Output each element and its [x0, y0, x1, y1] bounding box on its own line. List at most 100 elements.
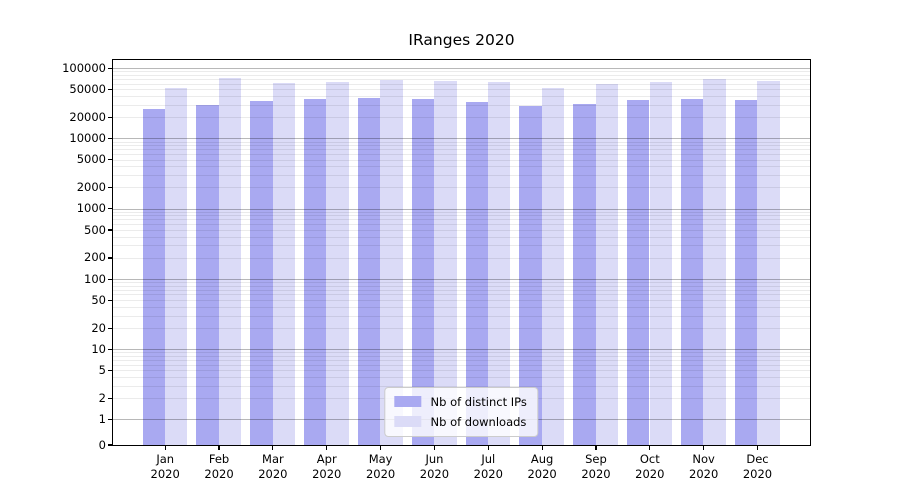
- y-tick-label: 20: [91, 320, 106, 335]
- legend-label-distinct-ips: Nb of distinct IPs: [430, 394, 527, 409]
- gridline-minor: [112, 215, 810, 217]
- chart-title: IRanges 2020: [408, 31, 515, 49]
- gridline-major: [112, 68, 810, 70]
- legend-item-downloads: Nb of downloads: [394, 414, 527, 429]
- gridline-minor: [112, 355, 810, 357]
- bar-downloads-nov: [703, 78, 726, 445]
- bar-distinct-ips-dec: [734, 100, 758, 445]
- y-tick-label: 2000: [76, 180, 106, 195]
- y-tick-label: 0: [98, 437, 106, 452]
- legend-swatch-distinct-ips: [394, 396, 422, 408]
- y-tick-label: 10: [91, 341, 106, 356]
- y-tick-label: 1000: [76, 201, 106, 216]
- y-tick-label: 100: [84, 271, 106, 286]
- bar-downloads-jun: [434, 80, 457, 445]
- x-tick-label-aug: Aug 2020: [527, 452, 557, 481]
- gridline-minor: [112, 224, 810, 226]
- gridline-minor: [112, 149, 810, 151]
- gridline-minor: [112, 315, 810, 317]
- gridline-minor: [112, 211, 810, 213]
- bar-distinct-ips-sep: [573, 103, 596, 445]
- gridline-minor: [112, 166, 810, 168]
- gridline-minor: [112, 306, 810, 308]
- plot-area: Nb of distinct IPs Nb of downloads: [111, 58, 811, 446]
- gridline-minor: [112, 159, 810, 161]
- gridline-minor: [112, 187, 810, 189]
- bar-distinct-ips-nov: [680, 98, 704, 445]
- y-tick-label: 50000: [69, 82, 106, 97]
- gridline-minor: [112, 285, 810, 287]
- gridline-minor: [112, 294, 810, 296]
- legend-swatch-downloads: [394, 416, 422, 428]
- y-tick-label: 1: [98, 412, 106, 426]
- gridline-minor: [112, 96, 810, 98]
- gridline-minor: [112, 219, 810, 221]
- legend-label-downloads: Nb of downloads: [430, 414, 527, 429]
- bar-downloads-jul: [487, 81, 511, 445]
- gridline-minor: [112, 83, 810, 85]
- gridline-minor: [112, 153, 810, 155]
- gridline-minor: [112, 79, 810, 81]
- gridline-minor: [112, 352, 810, 354]
- x-tick-label-mar: Mar 2020: [258, 452, 288, 481]
- y-tick-label: 2: [98, 390, 106, 405]
- bar-downloads-may: [380, 79, 403, 445]
- y-tick-label: 50: [91, 292, 106, 307]
- bar-downloads-jan: [164, 88, 188, 445]
- gridline-minor: [112, 364, 810, 366]
- x-tick-label-apr: Apr 2020: [312, 452, 342, 481]
- y-tick-label: 20000: [69, 110, 106, 125]
- gridline-minor: [112, 370, 810, 372]
- bar-downloads-apr: [326, 81, 349, 445]
- legend-item-distinct-ips: Nb of distinct IPs: [394, 394, 527, 409]
- gridline-minor: [112, 229, 810, 231]
- y-tick-label: 500: [84, 222, 106, 237]
- gridline-minor: [112, 299, 810, 301]
- gridline-major: [112, 349, 810, 350]
- x-tick-label-dec: Dec 2020: [742, 452, 773, 481]
- bar-downloads-mar: [272, 83, 295, 445]
- gridline-minor: [112, 245, 810, 247]
- bar-downloads-aug: [541, 87, 565, 445]
- x-tick-label-may: May 2020: [365, 452, 396, 481]
- y-tick-label: 100000: [62, 61, 106, 75]
- x-tick-label-jul: Jul 2020: [473, 452, 503, 481]
- bar-downloads-oct: [649, 81, 672, 445]
- gridline-major: [112, 278, 810, 280]
- bar-distinct-ips-mar: [250, 100, 273, 445]
- gridline-minor: [112, 71, 810, 73]
- bar-distinct-ips-oct: [627, 100, 650, 445]
- x-tick-label-nov: Nov 2020: [689, 452, 719, 481]
- gridline-minor: [112, 257, 810, 259]
- gridline-minor: [112, 89, 810, 91]
- gridline-minor: [112, 117, 810, 119]
- bar-distinct-ips-aug: [519, 105, 542, 445]
- legend: Nb of distinct IPs Nb of downloads: [384, 386, 538, 437]
- gridline-minor: [112, 327, 810, 329]
- bar-distinct-ips-jun: [411, 98, 435, 445]
- gridline-minor: [112, 282, 810, 283]
- bar-distinct-ips-may: [357, 97, 381, 445]
- y-tick-label: 10000: [69, 131, 106, 146]
- y-tick-label: 5: [98, 362, 106, 377]
- y-tick-label: 5000: [76, 152, 106, 167]
- x-tick-label-sep: Sep 2020: [581, 452, 611, 481]
- gridline-minor: [112, 236, 810, 238]
- gridline-major: [112, 208, 810, 210]
- bar-downloads-sep: [595, 83, 619, 445]
- x-tick-label-jun: Jun 2020: [419, 452, 450, 481]
- bar-distinct-ips-jan: [142, 108, 165, 445]
- x-tick-label-oct: Oct 2020: [635, 452, 665, 481]
- gridline-minor: [112, 175, 810, 177]
- gridline-minor: [112, 376, 810, 378]
- x-tick-label-feb: Feb 2020: [204, 452, 234, 481]
- gridline-minor: [112, 75, 810, 76]
- gridline-minor: [112, 141, 810, 143]
- bar-distinct-ips-feb: [196, 105, 219, 445]
- bar-distinct-ips-apr: [304, 99, 327, 445]
- gridline-minor: [112, 289, 810, 291]
- gridline-minor: [112, 385, 810, 387]
- x-tick-label-jan: Jan 2020: [150, 452, 180, 481]
- gridline-minor: [112, 359, 810, 361]
